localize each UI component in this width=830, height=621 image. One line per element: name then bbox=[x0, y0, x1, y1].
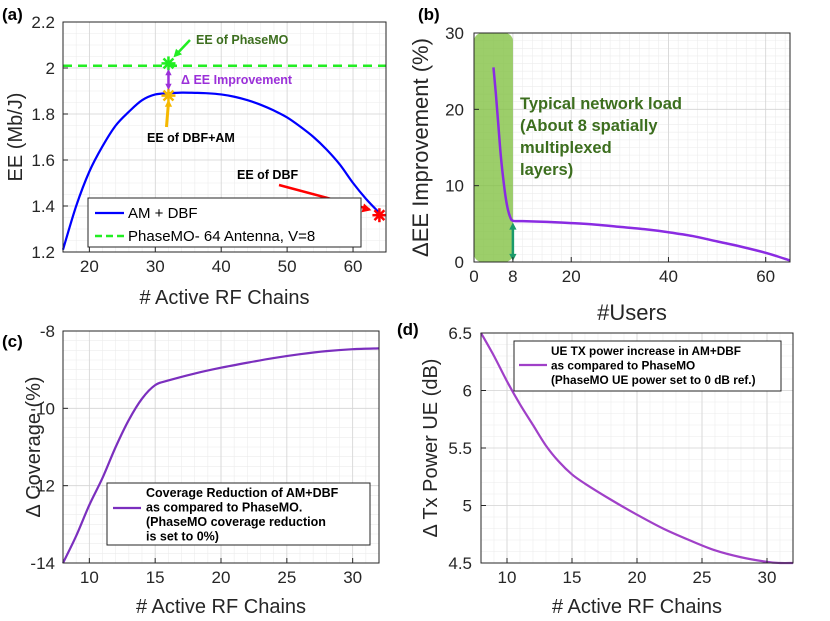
y-tick-label: 5 bbox=[463, 497, 472, 516]
marker-2 bbox=[372, 208, 387, 223]
legend-line-1: as compared to PhaseMO. bbox=[146, 501, 302, 515]
legend-label-phasemo: PhaseMO- 64 Antenna, V=8 bbox=[128, 228, 315, 245]
annot-load-line-1: (About 8 spatially bbox=[520, 117, 658, 135]
x-tick-label: 40 bbox=[659, 267, 678, 286]
y-tick-label: 20 bbox=[445, 100, 464, 119]
x-tick-label: 8 bbox=[508, 267, 517, 286]
x-tick-label: 15 bbox=[146, 568, 165, 587]
marker-0 bbox=[161, 56, 176, 71]
legend-a: AM + DBF PhaseMO- 64 Antenna, V=8 bbox=[87, 197, 362, 248]
x-tick-label: 10 bbox=[498, 568, 517, 587]
panel-tag-b: (b) bbox=[418, 5, 440, 24]
annot-load-line-3: layers) bbox=[520, 161, 573, 179]
marker-1-stroke bbox=[162, 89, 175, 102]
x-tick-label: 20 bbox=[80, 257, 99, 276]
legend-line-2: (PhaseMO UE power set to 0 dB ref.) bbox=[551, 373, 756, 387]
y-axis-label: Δ Coverage (%) bbox=[23, 376, 45, 517]
x-axis-label: # Active RF Chains bbox=[136, 596, 306, 618]
y-tick-label: 1.8 bbox=[31, 105, 55, 124]
x-tick-label: 15 bbox=[563, 568, 582, 587]
annot-load-line-0: Typical network load bbox=[520, 95, 682, 113]
marker-2-stroke bbox=[373, 209, 386, 222]
y-tick-label: 10 bbox=[445, 177, 464, 196]
x-tick-label: 25 bbox=[693, 568, 712, 587]
x-tick-label: 20 bbox=[212, 568, 231, 587]
series-line-tx-power bbox=[480, 332, 794, 565]
y-tick-label: 30 bbox=[445, 24, 464, 43]
y-tick-label: 6 bbox=[463, 382, 472, 401]
legend-box bbox=[87, 197, 362, 248]
legend-box bbox=[513, 340, 782, 392]
x-tick-label: 30 bbox=[343, 568, 362, 587]
panel-b: Typical network load (About 8 spatially mu… bbox=[408, 5, 791, 325]
panel-tag-c: (c) bbox=[2, 332, 23, 351]
y-tick-label: 0 bbox=[455, 253, 464, 272]
annot-ee-dbf-am: EE of DBF+AM bbox=[147, 131, 235, 145]
x-axis-label: #Users bbox=[597, 300, 667, 325]
legend-line-0: Coverage Reduction of AM+DBF bbox=[146, 486, 339, 500]
y-tick-label: 1.6 bbox=[31, 151, 55, 170]
y-tick-label: 2 bbox=[46, 59, 55, 78]
legend-box bbox=[106, 482, 371, 546]
x-tick-label: 20 bbox=[562, 267, 581, 286]
legend-line-1: as compared to PhaseMO bbox=[551, 359, 695, 373]
x-tick-label: 20 bbox=[628, 568, 647, 587]
legend-line-0: UE TX power increase in AM+DBF bbox=[551, 344, 741, 358]
legend-label-am-dbf: AM + DBF bbox=[128, 205, 198, 222]
x-tick-label: 60 bbox=[344, 257, 363, 276]
series-line-delta-ee bbox=[492, 67, 791, 262]
y-tick-label: -14 bbox=[30, 554, 55, 573]
y-tick-label: -8 bbox=[40, 322, 55, 341]
legend-line-3: is set to 0%) bbox=[146, 530, 219, 544]
annot-delta-ee: Δ EE Improvement bbox=[181, 73, 293, 87]
panel-a: EE of PhaseMO Δ EE Improvement EE of DBF+A… bbox=[2, 5, 387, 309]
x-axis-label: # Active RF Chains bbox=[552, 596, 722, 618]
annot-ee-dbf: EE of DBF bbox=[237, 168, 298, 182]
annot-arrowhead-dbf-am bbox=[164, 99, 173, 107]
x-tick-label: 60 bbox=[756, 267, 775, 286]
annot-arrowhead-dbf bbox=[361, 203, 372, 213]
shaded-load-region bbox=[474, 33, 513, 262]
y-tick-label: -12 bbox=[30, 477, 55, 496]
annot-ee-phasemo: EE of PhaseMO bbox=[196, 33, 289, 47]
y-tick-label: 5.5 bbox=[448, 439, 472, 458]
y-tick-label: -10 bbox=[30, 399, 55, 418]
x-axis-label: # Active RF Chains bbox=[139, 287, 309, 309]
axes-frame bbox=[62, 21, 387, 253]
y-tick-label: 1.2 bbox=[31, 243, 55, 262]
y-axis-label: ΔEE Improvement (%) bbox=[408, 38, 433, 257]
axes-frame bbox=[473, 32, 791, 263]
panel-tag-d: (d) bbox=[397, 320, 419, 339]
x-tick-label: 30 bbox=[758, 568, 777, 587]
y-tick-label: 4.5 bbox=[448, 554, 472, 573]
y-tick-label: 6.5 bbox=[448, 324, 472, 343]
teal-arrow-head-up bbox=[509, 222, 517, 230]
marker-0-stroke bbox=[162, 57, 175, 70]
x-tick-label: 10 bbox=[80, 568, 99, 587]
legend-line-2: (PhaseMO coverage reduction bbox=[146, 515, 326, 529]
annot-delta-head-up bbox=[165, 69, 172, 76]
x-tick-label: 0 bbox=[469, 267, 478, 286]
y-tick-label: 2.2 bbox=[31, 13, 55, 32]
series-line-coverage bbox=[62, 347, 380, 564]
panel-tag-a: (a) bbox=[2, 5, 23, 24]
x-tick-label: 30 bbox=[146, 257, 165, 276]
x-tick-label: 40 bbox=[212, 257, 231, 276]
y-axis-label: EE (Mb/J) bbox=[5, 93, 27, 182]
y-axis-label: Δ Tx Power UE (dB) bbox=[420, 359, 442, 538]
series-line-am-dbf bbox=[61, 91, 381, 251]
x-tick-label: 25 bbox=[277, 568, 296, 587]
annot-delta-head-down bbox=[165, 83, 172, 90]
annot-load-line-2: multiplexed bbox=[520, 139, 612, 157]
y-tick-label: 1.4 bbox=[31, 197, 55, 216]
x-tick-label: 50 bbox=[278, 257, 297, 276]
annot-arrowhead-phasemo bbox=[173, 48, 182, 58]
